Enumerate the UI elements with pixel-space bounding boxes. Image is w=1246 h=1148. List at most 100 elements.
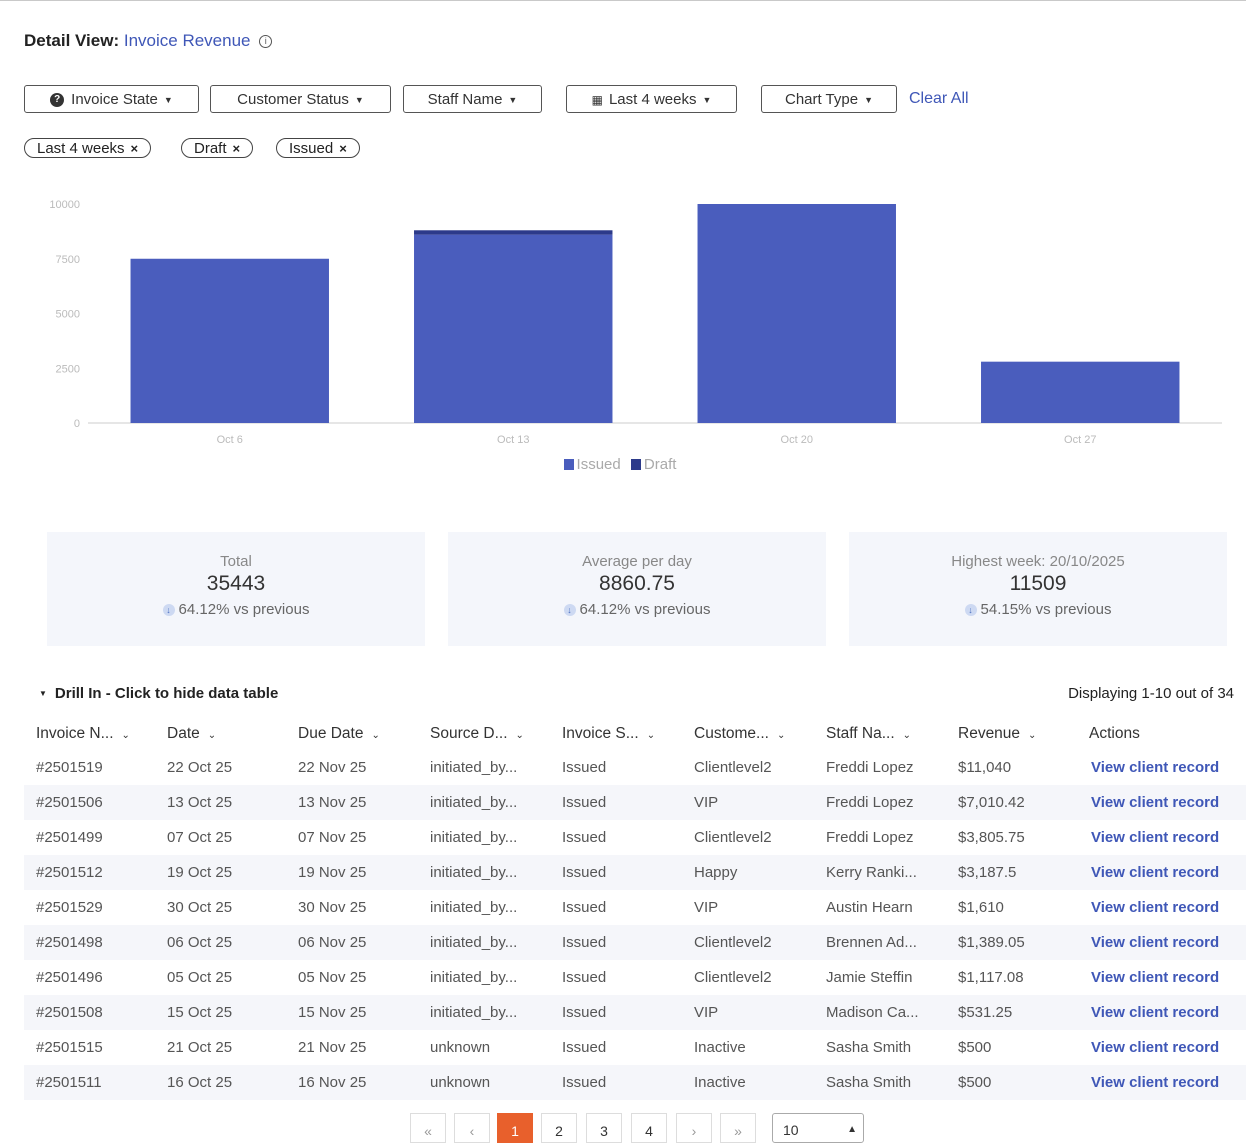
- view-client-record-link[interactable]: View client record: [1077, 785, 1246, 820]
- cell-date: 13 Oct 25: [155, 785, 286, 820]
- cell-staff-name: Freddi Lopez: [814, 785, 946, 820]
- page-size-select[interactable]: 10 ▲: [772, 1113, 864, 1143]
- top-border: [0, 0, 1246, 1]
- column-header-customer[interactable]: Custome... ⌄: [694, 725, 786, 742]
- cell-invoice-state: Issued: [550, 995, 682, 1030]
- legend-item-draft[interactable]: Draft: [630, 456, 676, 473]
- stat-change: ↓ 64.12% vs previous: [47, 601, 425, 618]
- stat-card-total: Total 35443 ↓ 64.12% vs previous: [47, 532, 425, 646]
- caret-down-icon: ▼: [508, 95, 518, 106]
- cell-invoice-state: Issued: [562, 829, 607, 846]
- cell-invoice-number: #2501519: [36, 759, 103, 776]
- column-header-invoice-state[interactable]: Invoice S... ⌄: [562, 725, 656, 742]
- arrow-down-icon: ↓: [563, 604, 576, 616]
- view-client-record-link[interactable]: View client record: [1091, 969, 1220, 986]
- cell-source: initiated_by...: [418, 785, 550, 820]
- cell-revenue: $500: [958, 1039, 992, 1056]
- cell-source: initiated_by...: [418, 855, 550, 890]
- view-client-record-link[interactable]: View client record: [1077, 855, 1246, 890]
- chevron-down-icon: ⌄: [207, 730, 217, 741]
- triangle-down-icon: ▼: [39, 689, 47, 698]
- bar-chart: 0 2500 5000 7500 10000 Oct 6 Oct 13 Oct 20 Oct 2…: [49, 199, 1222, 446]
- customer-status-filter[interactable]: Customer Status ▼: [210, 85, 391, 113]
- bar-issued-2[interactable]: [697, 204, 896, 423]
- previous-page-button[interactable]: ‹: [454, 1113, 490, 1143]
- page-4-button[interactable]: 4: [631, 1113, 667, 1143]
- next-page-button[interactable]: ›: [676, 1113, 712, 1143]
- arrow-down-icon: ↓: [162, 604, 175, 616]
- staff-name-filter[interactable]: Staff Name ▼: [403, 85, 542, 113]
- view-client-record-link[interactable]: View client record: [1091, 759, 1220, 776]
- cell-date: 07 Oct 25: [167, 829, 233, 846]
- view-client-record-link[interactable]: View client record: [1091, 829, 1220, 846]
- cell-due-date: 05 Nov 25: [298, 969, 367, 986]
- cell-customer: Clientlevel2: [694, 969, 772, 986]
- invoice-state-filter[interactable]: ? Invoice State ▼: [24, 85, 199, 113]
- chip-issued[interactable]: Issued ×: [276, 138, 360, 158]
- chip-draft[interactable]: Draft ×: [181, 138, 254, 158]
- view-client-record-link[interactable]: View client record: [1077, 1065, 1246, 1100]
- calendar-icon: ▦: [591, 93, 603, 107]
- bar-issued-3[interactable]: [981, 361, 1180, 423]
- stat-label: Total: [220, 553, 252, 570]
- legend-swatch: [630, 459, 641, 470]
- drill-in-toggle[interactable]: ▼ Drill In - Click to hide data table: [39, 685, 279, 702]
- cell-revenue: $1,389.05: [946, 925, 1077, 960]
- cell-invoice-number: #2501511: [24, 1065, 155, 1100]
- close-icon[interactable]: ×: [339, 141, 347, 156]
- table-header-row: Invoice N... ⌄ Date ⌄ Due Date ⌄ Source D..…: [24, 718, 1246, 750]
- stat-card-highest-week: Highest week: 20/10/2025 11509 ↓ 54.15% v…: [849, 532, 1227, 646]
- clear-all-link[interactable]: Clear All: [909, 90, 969, 107]
- cell-due-date: 16 Nov 25: [286, 1065, 418, 1100]
- close-icon[interactable]: ×: [232, 141, 241, 156]
- caret-down-icon: ▼: [354, 95, 364, 106]
- table-row: #2501519 22 Oct 25 22 Nov 25 initiated_by..…: [24, 750, 1246, 785]
- view-client-record-link[interactable]: View client record: [1091, 1039, 1220, 1056]
- page-1-button[interactable]: 1: [497, 1113, 533, 1143]
- info-icon[interactable]: i: [259, 35, 273, 49]
- cell-invoice-number: #2501512: [24, 855, 155, 890]
- page-3-button[interactable]: 3: [586, 1113, 622, 1143]
- y-tick-label: 10000: [49, 199, 80, 211]
- cell-due-date: 30 Nov 25: [298, 899, 367, 916]
- first-page-button[interactable]: «: [410, 1113, 446, 1143]
- cell-staff-name: Brennen Ad...: [814, 925, 946, 960]
- x-tick-label: Oct 6: [217, 434, 243, 446]
- y-tick-label: 5000: [56, 309, 80, 321]
- column-header-invoice-number[interactable]: Invoice N... ⌄: [36, 725, 130, 742]
- cell-source: initiated_by...: [430, 759, 518, 776]
- view-client-record-link[interactable]: View client record: [1077, 925, 1246, 960]
- caret-down-icon: ▼: [702, 95, 712, 106]
- view-client-record-link[interactable]: View client record: [1091, 899, 1220, 916]
- bar-issued-0[interactable]: [130, 258, 329, 423]
- cell-invoice-number: #2501515: [36, 1039, 103, 1056]
- column-header-staff-name[interactable]: Staff Na... ⌄: [826, 725, 912, 742]
- cell-due-date: 07 Nov 25: [298, 829, 367, 846]
- legend-item-issued[interactable]: Issued: [563, 456, 621, 473]
- question-icon: ?: [50, 93, 65, 108]
- bar-issued-1[interactable]: [414, 234, 613, 423]
- cell-source: initiated_by...: [418, 995, 550, 1030]
- caret-down-icon: ▼: [163, 95, 173, 106]
- arrow-down-icon: ↓: [964, 604, 977, 616]
- column-header-revenue[interactable]: Revenue ⌄: [958, 725, 1037, 742]
- cell-date: 16 Oct 25: [155, 1065, 286, 1100]
- column-header-due-date[interactable]: Due Date ⌄: [298, 725, 380, 742]
- page-2-button[interactable]: 2: [541, 1113, 577, 1143]
- chip-last-4-weeks[interactable]: Last 4 weeks ×: [24, 138, 152, 158]
- view-client-record-link[interactable]: View client record: [1077, 995, 1246, 1030]
- cell-customer: Inactive: [694, 1039, 746, 1056]
- cell-due-date: 06 Nov 25: [286, 925, 418, 960]
- column-header-source[interactable]: Source D... ⌄: [430, 725, 524, 742]
- chevron-down-icon: ⌄: [1028, 730, 1037, 741]
- chart-type-filter[interactable]: Chart Type ▼: [761, 85, 897, 113]
- column-header-date[interactable]: Date ⌄: [167, 725, 217, 742]
- bar-draft-1[interactable]: [414, 230, 613, 235]
- report-name: Invoice Revenue: [123, 31, 251, 50]
- close-icon[interactable]: ×: [130, 141, 139, 156]
- cell-revenue: $3,805.75: [958, 829, 1025, 846]
- date-range-filter[interactable]: ▦ Last 4 weeks ▼: [566, 85, 737, 113]
- last-page-button[interactable]: »: [720, 1113, 756, 1143]
- cell-invoice-state: Issued: [550, 785, 682, 820]
- page-title: Detail View: Invoice Revenue i: [24, 31, 273, 51]
